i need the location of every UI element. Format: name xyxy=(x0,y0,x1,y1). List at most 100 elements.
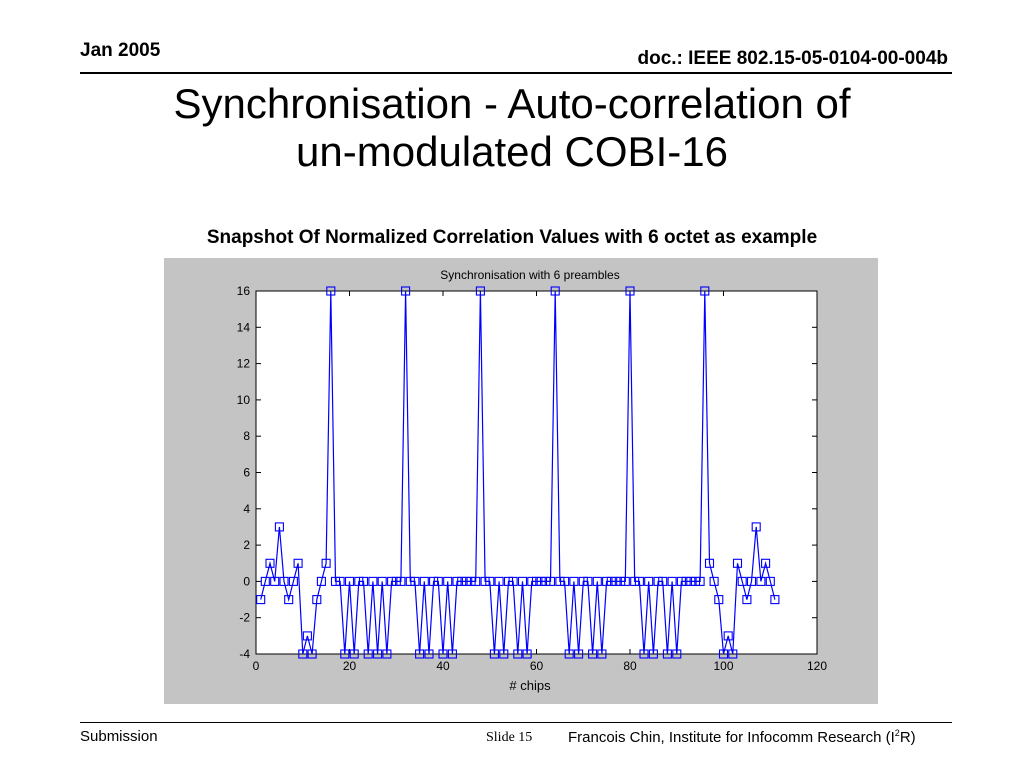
data-point-marker xyxy=(312,595,322,605)
slide-title-line-1: Synchronisation - Auto-correlation of xyxy=(173,80,851,127)
data-point-marker xyxy=(344,576,355,586)
data-point-marker xyxy=(737,576,747,586)
data-point-marker xyxy=(541,576,551,586)
chart-title: Synchronisation with 6 preambles xyxy=(440,268,619,282)
data-point-marker xyxy=(382,649,392,659)
x-tick-label: 80 xyxy=(623,659,637,673)
data-point-marker xyxy=(653,576,663,586)
x-tick-label: 60 xyxy=(530,659,544,673)
data-point-marker xyxy=(644,576,654,586)
data-point-marker xyxy=(410,576,420,586)
y-axis: -4 -2 0 2 4 6 8 10 12 14 16 xyxy=(237,284,817,661)
x-tick-label: 20 xyxy=(343,659,357,673)
footer-author: Francois Chin, Institute for Infocomm Re… xyxy=(568,728,916,746)
data-point-marker xyxy=(545,576,556,586)
data-point-marker xyxy=(270,576,280,586)
data-point-marker xyxy=(429,576,439,586)
data-point-marker xyxy=(256,595,266,605)
data-point-marker xyxy=(527,576,537,586)
data-point-marker xyxy=(723,631,733,641)
data-point-marker xyxy=(583,576,593,586)
data-point-marker xyxy=(447,649,457,659)
data-point-marker xyxy=(354,576,364,586)
data-point-marker xyxy=(765,576,775,586)
data-point-marker xyxy=(475,286,485,296)
data-point-marker xyxy=(316,576,326,586)
data-point-marker xyxy=(611,576,621,586)
data-point-marker xyxy=(625,286,635,296)
data-point-marker xyxy=(564,649,574,659)
data-point-marker xyxy=(373,649,383,659)
data-point-marker xyxy=(616,576,626,586)
x-tick-label: 40 xyxy=(436,659,450,673)
header-doc-id: doc.: IEEE 802.15-05-0104-00-004b xyxy=(637,48,948,69)
data-point-marker xyxy=(522,649,532,659)
data-point-marker xyxy=(349,649,359,659)
data-point-marker xyxy=(265,558,275,568)
x-tick-label: 120 xyxy=(807,659,827,673)
data-point-marker xyxy=(415,649,425,659)
data-point-marker xyxy=(424,649,434,659)
slide-subtitle: Snapshot Of Normalized Correlation Value… xyxy=(206,227,818,248)
data-point-marker xyxy=(443,576,453,586)
data-point-marker xyxy=(368,576,378,586)
data-point-marker xyxy=(531,576,542,586)
data-point-marker xyxy=(672,649,682,659)
data-point-marker xyxy=(499,649,509,659)
y-tick-label: 16 xyxy=(237,284,251,298)
y-tick-label: -4 xyxy=(239,647,250,661)
x-axis-label: # chips xyxy=(509,678,551,693)
x-tick-label: 0 xyxy=(253,659,260,673)
data-point-marker xyxy=(550,286,560,296)
data-point-marker xyxy=(298,649,308,659)
series-markers xyxy=(256,286,780,659)
data-point-marker xyxy=(358,576,369,586)
data-point-marker xyxy=(503,576,514,586)
data-point-marker xyxy=(377,576,387,586)
data-point-marker xyxy=(274,522,284,532)
chart-svg: Synchronisation with 6 preambles -4 -2 0 2 4… xyxy=(237,268,828,693)
data-point-marker xyxy=(756,576,766,586)
data-point-marker xyxy=(284,595,294,605)
data-point-marker xyxy=(555,576,565,586)
data-point-marker xyxy=(433,576,443,586)
data-point-marker xyxy=(751,522,761,532)
data-point-marker xyxy=(513,649,523,659)
data-point-marker xyxy=(569,576,579,586)
data-point-marker xyxy=(634,576,644,586)
y-tick-label: 2 xyxy=(243,538,250,552)
data-point-marker xyxy=(704,558,715,568)
y-tick-label: 4 xyxy=(243,502,250,516)
y-tick-label: 6 xyxy=(243,466,250,480)
header-rule xyxy=(80,72,952,74)
data-point-marker xyxy=(419,576,429,586)
data-point-marker xyxy=(714,595,724,605)
data-point-marker xyxy=(667,576,677,586)
data-point-marker xyxy=(746,576,757,586)
data-point-marker xyxy=(602,576,612,586)
y-tick-label: 8 xyxy=(243,429,250,443)
data-point-marker xyxy=(461,576,471,586)
data-point-marker xyxy=(686,576,696,586)
footer-slide-number: Slide 15 xyxy=(486,730,533,745)
data-point-marker xyxy=(452,576,462,586)
data-point-marker xyxy=(401,286,411,296)
data-point-marker xyxy=(728,649,738,659)
data-point-marker xyxy=(321,558,331,568)
footer-author-suffix: R) xyxy=(899,729,916,746)
y-tick-label: 12 xyxy=(237,357,251,371)
data-point-marker xyxy=(438,649,448,659)
data-point-marker xyxy=(279,576,289,586)
data-point-marker xyxy=(718,649,729,659)
data-point-marker xyxy=(592,576,602,586)
data-point-marker xyxy=(588,649,598,659)
data-point-marker xyxy=(508,576,518,586)
y-tick-label: -2 xyxy=(239,611,250,625)
chart-figure: Synchronisation with 6 preambles -4 -2 0 2 4… xyxy=(164,258,878,704)
plot-area xyxy=(255,290,818,655)
data-point-marker xyxy=(536,576,546,586)
data-point-marker xyxy=(597,649,607,659)
slide-title-line-2: un-modulated COBI-16 xyxy=(296,128,728,175)
header-date: Jan 2005 xyxy=(80,40,161,61)
data-point-marker xyxy=(648,649,658,659)
